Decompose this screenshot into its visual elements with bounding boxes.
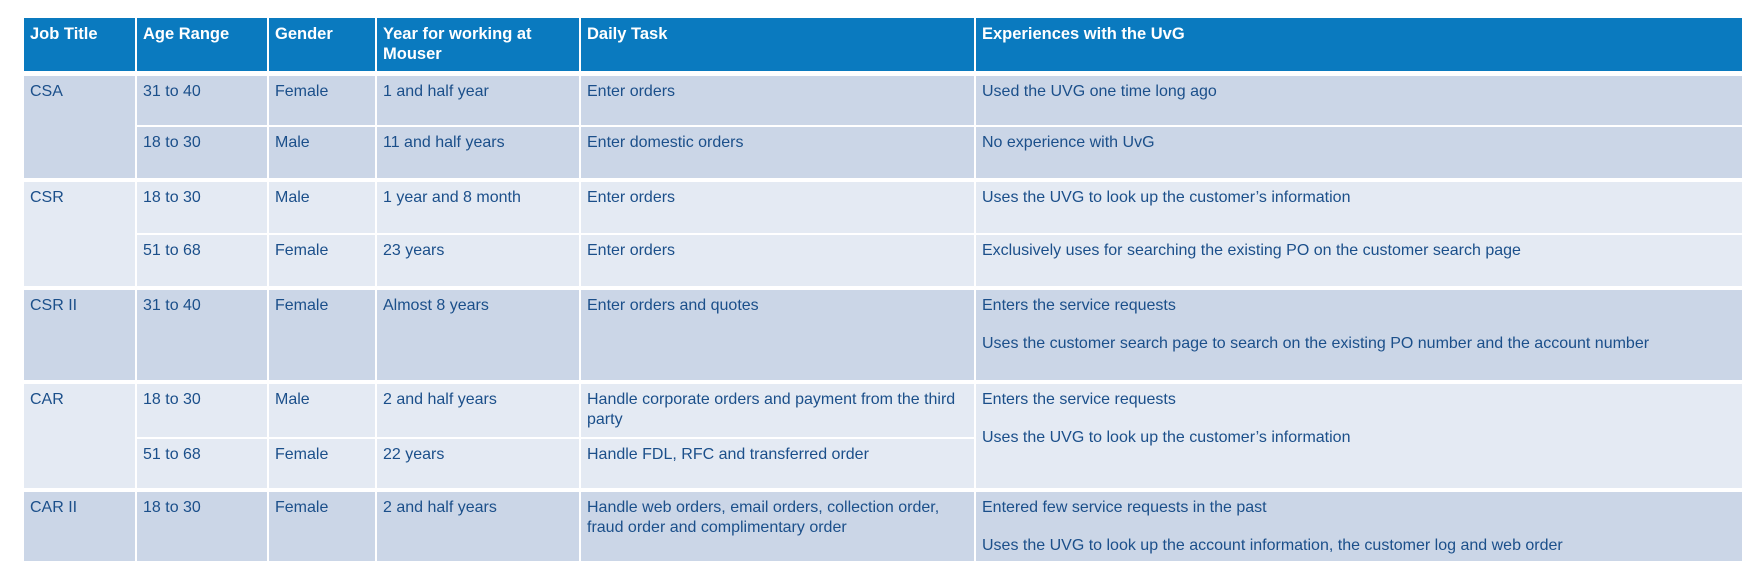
experience-text: Uses the UVG to look up the customer’s i…	[982, 428, 1351, 446]
experience-cell: Used the UVG one time long ago	[974, 71, 1744, 127]
table-row: 51 to 68 Female 23 years Enter orders Ex…	[23, 232, 1744, 289]
gender-cell: Female	[267, 285, 377, 383]
years-cell: 11 and half years	[375, 124, 581, 181]
table-row: CSR II 31 to 40 Female Almost 8 years En…	[22, 285, 1744, 383]
age-cell: 51 to 68	[135, 232, 269, 289]
task-cell: Handle corporate orders and payment from…	[579, 379, 976, 439]
job-title-cell: CSR II	[22, 285, 137, 383]
interview-participants-table: Job Title Age Range Gender Year for work…	[22, 16, 1744, 563]
table-row: CSA 31 to 40 Female 1 and half year Ente…	[22, 71, 1744, 181]
table-row: CAR II 18 to 30 Female 2 and half years …	[22, 487, 1744, 563]
years-cell: 2 and half years	[375, 379, 581, 439]
years-cell: 22 years	[375, 436, 581, 491]
years-cell: 1 year and 8 month	[375, 177, 581, 235]
header-daily-task: Daily Task	[579, 16, 976, 76]
age-cell: 18 to 30	[135, 487, 269, 563]
years-cell: 2 and half years	[375, 487, 581, 563]
task-cell: Enter orders	[579, 232, 976, 289]
age-cell: 18 to 30	[135, 379, 269, 439]
experience-text: Used the UVG one time long ago	[982, 83, 1217, 100]
age-cell: 51 to 68	[135, 436, 269, 491]
gender-cell: Male	[267, 124, 377, 181]
years-cell: 1 and half year	[375, 71, 581, 127]
task-cell: Handle web orders, email orders, collect…	[579, 487, 976, 563]
age-cell: 31 to 40	[135, 285, 269, 383]
experience-text: Uses the UVG to look up the customer’s i…	[982, 188, 1351, 206]
header-experiences: Experiences with the UvG	[974, 16, 1744, 76]
experience-text: Enters the service requests	[982, 296, 1176, 314]
age-cell: 18 to 30	[135, 124, 269, 181]
experience-text: Exclusively uses for searching the exist…	[982, 241, 1521, 259]
experience-cell: No experience with UvG	[974, 124, 1744, 181]
header-row: Job Title Age Range Gender Year for work…	[22, 16, 1744, 76]
gender-cell: Female	[267, 232, 377, 289]
task-cell: Enter domestic orders	[579, 124, 976, 181]
job-title-cell: CAR	[22, 379, 137, 491]
gender-cell: Female	[267, 487, 377, 563]
years-cell: 23 years	[375, 232, 581, 289]
experience-text: Uses the UVG to look up the account info…	[982, 536, 1563, 554]
experience-cell: Enters the service requests Uses the UVG…	[974, 379, 1744, 491]
experience-cell: Enters the service requests Uses the cus…	[974, 285, 1744, 383]
experience-cell: Exclusively uses for searching the exist…	[974, 232, 1744, 289]
table-row: CSR 18 to 30 Male 1 year and 8 month Ent…	[22, 177, 1744, 289]
experience-text: Uses the customer search page to search …	[982, 334, 1650, 352]
years-cell: Almost 8 years	[375, 285, 581, 383]
job-title-cell: CAR II	[22, 487, 137, 563]
experience-text: No experience with UvG	[982, 133, 1155, 151]
gender-cell: Male	[267, 177, 377, 235]
table-row: CAR 18 to 30 Male 2 and half years Handl…	[22, 379, 1744, 491]
experience-cell: Uses the UVG to look up the customer’s i…	[974, 177, 1744, 235]
age-cell: 18 to 30	[135, 177, 269, 235]
experience-cell: Entered few service requests in the past…	[974, 487, 1744, 563]
task-cell: Enter orders	[579, 71, 976, 127]
header-job-title: Job Title	[22, 16, 137, 76]
header-age-range: Age Range	[135, 16, 269, 76]
header-gender: Gender	[267, 16, 377, 76]
table-row: 18 to 30 Male 11 and half years Enter do…	[23, 124, 1744, 181]
table-row: 51 to 68 Female 22 years Handle FDL, RFC…	[23, 436, 1743, 491]
experience-text: Entered few service requests in the past	[982, 498, 1267, 516]
task-cell: Enter orders and quotes	[579, 285, 976, 383]
gender-cell: Female	[267, 71, 377, 127]
task-cell: Handle FDL, RFC and transferred order	[579, 436, 976, 491]
age-cell: 31 to 40	[135, 71, 269, 127]
gender-cell: Female	[267, 436, 377, 491]
experience-text: Enters the service requests	[982, 390, 1176, 408]
gender-cell: Male	[267, 379, 377, 439]
job-title-cell: CSR	[22, 177, 137, 289]
task-cell: Enter orders	[579, 177, 976, 235]
job-title-cell: CSA	[22, 71, 137, 181]
header-years-at-mouser: Year for working at Mouser	[375, 16, 581, 76]
